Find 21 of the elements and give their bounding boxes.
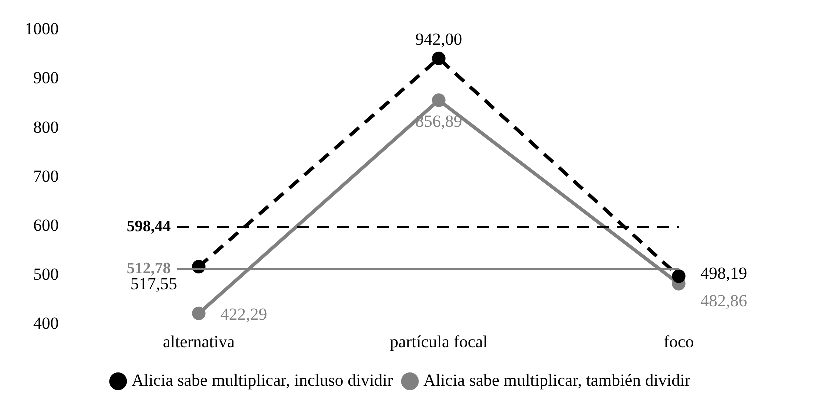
y-tick-label: 400 [34, 314, 59, 334]
legend-label: Alicia sabe multiplicar, también dividir [424, 370, 692, 390]
x-tick-label: alternativa [163, 332, 236, 352]
data-label: 498,19 [700, 264, 748, 283]
x-tick-label: partícula focal [390, 332, 488, 352]
point [672, 270, 686, 284]
data-label: 422,29 [220, 305, 268, 324]
y-tick-label: 1000 [25, 20, 59, 39]
data-label: 942,00 [416, 30, 462, 50]
y-tick-label: 500 [34, 265, 59, 284]
x-tick-label: foco [664, 332, 694, 352]
point [432, 52, 446, 66]
y-tick-label: 700 [34, 166, 59, 186]
data-label: 482,86 [700, 291, 748, 310]
y-tick-label: 900 [34, 68, 59, 88]
y-tick-label: 600 [34, 216, 59, 235]
legend-label: Alicia sabe multiplicar, incluso dividir [132, 370, 394, 390]
ref-line-label: 598,44 [127, 218, 171, 236]
y-tick-label: 800 [34, 118, 59, 137]
point [192, 306, 206, 320]
point [432, 94, 446, 108]
